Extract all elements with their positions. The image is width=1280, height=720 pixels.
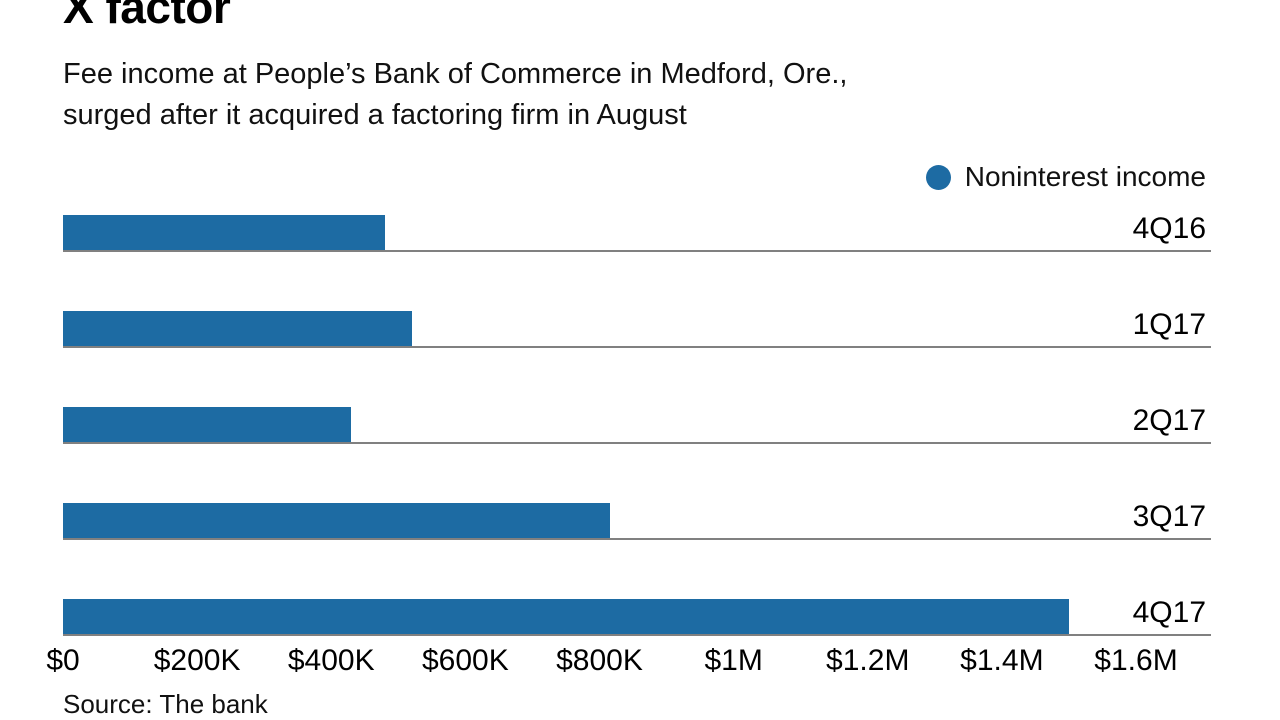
x-axis-tick-label: $600K [422,644,509,677]
x-axis: $0 $200K $400K $600K $800K $1M $1.2M $1.4M $1.6M [0,644,1280,684]
chart-subtitle: Fee income at People’s Bank of Commerce … [63,54,1183,136]
bar-2q17[interactable] [63,407,352,442]
x-axis-tick-label: $0 [46,644,80,677]
row-baseline [63,634,1211,636]
subtitle-line-1: Fee income at People’s Bank of Commerce … [63,58,848,90]
chart-row: 4Q16 [0,156,1280,252]
bar-1q17[interactable] [63,311,412,346]
bar-4q17[interactable] [63,599,1069,634]
row-baseline [63,442,1211,444]
category-label: 4Q17 [1132,596,1206,629]
x-axis-tick-label: $1.2M [826,644,910,677]
legend-marker-icon [925,164,951,190]
x-axis-tick-label: $1.6M [1094,644,1178,677]
row-baseline [63,538,1211,540]
row-baseline [63,250,1211,252]
category-label: 3Q17 [1132,500,1206,533]
x-axis-tick-label: $1M [704,644,763,677]
x-axis-tick-label: $800K [556,644,643,677]
bar-3q17[interactable] [63,503,610,538]
category-label: 1Q17 [1132,308,1206,341]
x-axis-tick-label: $200K [153,644,241,677]
chart-legend: Noninterest income [925,161,1206,192]
chart-row: 3Q17 [0,444,1280,540]
chart-row: 1Q17 [0,252,1280,348]
x-axis-tick-label: $400K [287,644,375,677]
source-note: Source: The bank [63,689,268,719]
row-baseline [63,346,1211,348]
page-title: X factor [63,0,231,33]
category-label: 2Q17 [1132,404,1206,437]
chart-row: 4Q17 [0,540,1280,636]
chart-row: 2Q17 [0,348,1280,444]
subtitle-line-2: surged after it acquired a factoring fir… [63,99,687,131]
bar-4q16[interactable] [63,215,385,250]
x-axis-tick-label: $1.4M [960,644,1044,677]
legend-label: Noninterest income [964,161,1206,192]
category-label: 4Q16 [1132,212,1206,245]
